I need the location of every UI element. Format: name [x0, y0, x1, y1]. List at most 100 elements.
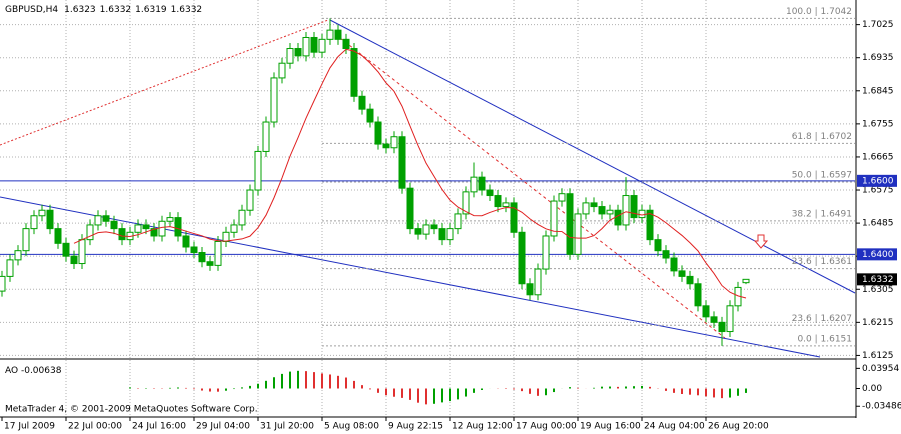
candle-body	[46, 209, 54, 230]
current-price: 1.6332	[862, 275, 894, 285]
candle-body	[30, 215, 38, 230]
candle-body	[206, 261, 214, 266]
fib-label: 23.6 | 1.6361	[792, 257, 852, 267]
x-tick-label: 29 Jul 04:00	[196, 422, 250, 432]
price-box	[857, 273, 897, 286]
y-tick-label: -0.03486	[862, 402, 901, 412]
candle-body	[22, 228, 30, 252]
x-tick-label: 9 Aug 22:15	[388, 422, 443, 432]
indicator-label: AO -0.00638	[5, 366, 62, 376]
candle-body	[622, 195, 630, 226]
candle-body	[710, 316, 718, 323]
candle-body	[726, 305, 734, 333]
y-tick-label: 0.03954	[862, 364, 899, 374]
y-tick-label: 1.6575	[862, 186, 894, 196]
indicator-value: -0.00638	[21, 366, 62, 376]
candle-body	[582, 202, 590, 215]
candle-body	[438, 228, 446, 241]
candle-body	[230, 224, 238, 233]
candle-body	[374, 121, 382, 145]
x-tick-label: 24 Aug 04:00	[644, 422, 705, 432]
candle-body	[694, 283, 702, 307]
y-tick-label: 1.6845	[862, 86, 894, 96]
candle-body	[534, 268, 542, 296]
x-tick-label: 19 Aug 16:00	[580, 422, 641, 432]
x-tick-label: 24 Jul 16:00	[132, 422, 186, 432]
candle-body	[102, 215, 110, 222]
candle-body	[446, 228, 454, 241]
candle-body	[678, 270, 686, 277]
candle-body	[630, 195, 638, 219]
candle-body	[150, 228, 158, 237]
candle-body	[78, 239, 86, 265]
candle-body	[14, 250, 22, 261]
candle-body	[702, 305, 710, 318]
x-tick-label: 17 Aug 00:00	[516, 422, 577, 432]
candle-body	[182, 235, 190, 248]
moving-average	[73, 48, 747, 299]
fib-label: 50.0 | 1.6597	[792, 170, 852, 180]
y-tick-label: 1.6665	[862, 152, 894, 162]
candle-body	[318, 38, 326, 53]
candle-body	[646, 209, 654, 241]
fibonacci: 100.0 | 1.7042 61.8 | 1.6702 50.0 | 1.6597…	[322, 7, 855, 347]
candle-body	[38, 209, 46, 217]
candle-body	[350, 48, 358, 97]
x-tick-label: 31 Jul 20:00	[260, 422, 314, 432]
candle-body	[118, 228, 126, 241]
candle-body	[366, 108, 374, 123]
candle-body	[526, 283, 534, 296]
candle-body	[382, 143, 390, 149]
candle-body	[174, 217, 182, 237]
candle-body	[654, 239, 662, 252]
y-tick-label: 1.6125	[862, 351, 894, 361]
candle-body	[302, 36, 310, 57]
candle-body	[6, 259, 14, 277]
fib-label: 100.0 | 1.7042	[786, 7, 852, 17]
candle-body	[310, 36, 318, 53]
symbol: GBPUSD,H4	[5, 5, 58, 15]
x-tick-label: 12 Aug 12:00	[452, 422, 513, 432]
candle-body	[0, 275, 6, 292]
candle-body	[342, 38, 350, 50]
candle-body	[510, 202, 518, 233]
candle-body	[54, 228, 62, 244]
candle-body	[662, 250, 670, 259]
y-tick-label: 1.6305	[862, 285, 894, 295]
candle-body	[406, 187, 414, 230]
x-tick-label: 22 Jul 00:00	[68, 422, 122, 432]
candle-body	[238, 209, 246, 226]
candle-body	[62, 242, 70, 257]
candle-body	[326, 29, 334, 40]
trend-line	[0, 19, 329, 146]
candle-body	[686, 275, 694, 285]
header-value: 1.6332	[171, 5, 203, 15]
y-tick-label: 1.6485	[862, 219, 894, 229]
candle-body	[742, 278, 750, 284]
candle-body	[566, 193, 574, 255]
header-value: 1.6323	[64, 5, 96, 15]
candle-body	[614, 209, 622, 226]
x-tick-label: 17 Jul 2009	[4, 422, 55, 432]
sell-arrow	[753, 234, 769, 249]
fib-label: 38.2 | 1.6491	[792, 209, 852, 219]
candle-body	[590, 202, 598, 208]
candle-body	[502, 202, 510, 208]
candle-body	[134, 224, 142, 233]
fib-label: 61.8 | 1.6702	[792, 132, 852, 142]
candle-body	[198, 252, 206, 263]
candle-body	[606, 209, 614, 215]
candle-body	[94, 215, 102, 226]
y-tick-label: 1.6935	[862, 53, 894, 63]
header-value: 1.6332	[100, 5, 132, 15]
candle-body	[358, 95, 366, 110]
candle-body	[398, 136, 406, 189]
candle-body	[422, 224, 430, 235]
trend-line	[329, 19, 856, 294]
candle-body	[638, 209, 646, 219]
candle-body	[278, 62, 286, 79]
candles	[0, 18, 750, 346]
level-label: 1.6400	[862, 250, 894, 260]
